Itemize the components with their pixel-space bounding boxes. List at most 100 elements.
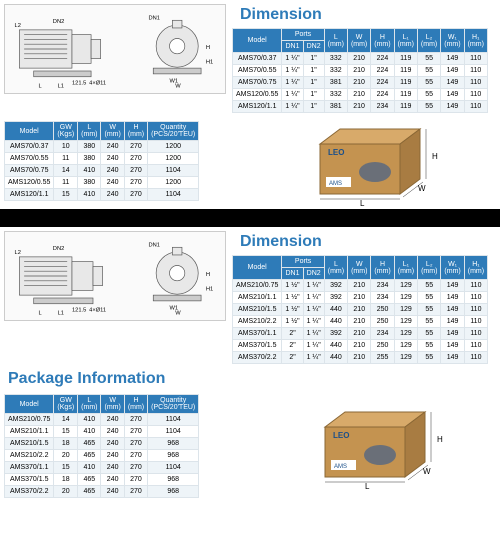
table-cell: 332: [324, 53, 347, 65]
table-cell: 234: [371, 280, 394, 292]
table-cell: 129: [394, 292, 417, 304]
table-cell: 10: [54, 141, 78, 153]
table-cell: 968: [148, 486, 199, 498]
table-cell: 380: [78, 177, 101, 189]
table-cell: 1 ¼": [303, 292, 324, 304]
table-cell: 210: [348, 292, 371, 304]
table-cell: 255: [371, 352, 394, 364]
table-cell: 1 ¼": [282, 77, 303, 89]
col-header: H(mm): [124, 122, 147, 141]
table-row: AMS210/2.220465240270968: [5, 450, 199, 462]
table-cell: 1 ¼": [303, 280, 324, 292]
table-cell: 149: [441, 292, 464, 304]
svg-text:LEO: LEO: [328, 148, 344, 157]
table-row: AMS210/2.21 ½"1 ¼"44021025012955149110: [233, 316, 488, 328]
col-header: W₁(mm): [441, 29, 464, 53]
table-row: AMS210/1.11 ½"1 ¼"39221023412955149110: [233, 292, 488, 304]
table-cell: 149: [441, 89, 464, 101]
table-row: AMS210/0.751 ½"1 ¼"39221023412955149110: [233, 280, 488, 292]
table-cell: 270: [124, 153, 147, 165]
table-cell: 14: [54, 165, 78, 177]
svg-text:DN1: DN1: [148, 15, 159, 21]
table-cell: 55: [418, 304, 441, 316]
col-header: W₁(mm): [441, 256, 464, 280]
table-cell: 465: [78, 486, 101, 498]
table-cell: 119: [394, 77, 417, 89]
table-cell: 250: [371, 340, 394, 352]
table-cell: AMS210/1.1: [5, 426, 54, 438]
table-cell: 55: [417, 89, 440, 101]
table-cell: 2": [282, 340, 303, 352]
col-header: H(mm): [371, 29, 394, 53]
table-cell: 149: [441, 280, 464, 292]
table-cell: 129: [394, 352, 417, 364]
table-cell: 270: [124, 450, 147, 462]
col-header: H(mm): [371, 256, 394, 280]
table-cell: 110: [464, 292, 487, 304]
table-cell: 110: [464, 77, 487, 89]
table-cell: 110: [464, 53, 487, 65]
table-row: AMS210/0.75144102402701104: [5, 414, 199, 426]
table-cell: 210: [347, 53, 370, 65]
table-cell: AMS70/0.55: [5, 153, 54, 165]
table-cell: 234: [371, 328, 394, 340]
table-cell: AMS120/0.55: [233, 89, 282, 101]
table-cell: 129: [394, 316, 417, 328]
svg-text:L: L: [360, 199, 365, 208]
svg-text:L: L: [365, 482, 370, 491]
table-cell: 392: [324, 292, 347, 304]
table-cell: 210: [347, 77, 370, 89]
col-header: Model: [233, 29, 282, 53]
table-cell: 55: [418, 280, 441, 292]
table-cell: 240: [101, 438, 124, 450]
table-cell: 1 ¼": [303, 328, 324, 340]
table-cell: 1104: [148, 189, 199, 201]
table-cell: 240: [101, 426, 124, 438]
svg-text:H: H: [206, 45, 210, 51]
table-cell: 129: [394, 304, 417, 316]
col-header: L₁(mm): [394, 256, 417, 280]
table-cell: 1": [303, 77, 324, 89]
col-header: W(mm): [348, 256, 371, 280]
dimension-heading-1: Dimension: [240, 6, 498, 24]
table-cell: 270: [124, 474, 147, 486]
table-cell: 18: [54, 438, 78, 450]
table-cell: 1": [303, 101, 324, 113]
table-cell: 149: [441, 340, 464, 352]
col-header: L₂(mm): [418, 256, 441, 280]
col-header: Quantity(PCS/20'TEU): [148, 122, 199, 141]
table-row: AMS70/0.75144102402701104: [5, 165, 199, 177]
table-cell: 14: [54, 414, 78, 426]
table-row: AMS120/0.55113802402701200: [5, 177, 199, 189]
table-cell: 119: [394, 53, 417, 65]
table-cell: 332: [324, 65, 347, 77]
table-cell: 18: [54, 474, 78, 486]
table-cell: 270: [124, 189, 147, 201]
col-header: DN1: [282, 41, 303, 53]
table-cell: 234: [371, 292, 394, 304]
table-cell: 55: [418, 328, 441, 340]
svg-text:W1: W1: [170, 305, 179, 311]
table-cell: 1 ¼": [303, 316, 324, 328]
svg-text:H: H: [437, 435, 443, 444]
table-row: AMS70/0.371 ¼"1"33221022411955149110: [233, 53, 488, 65]
table-cell: AMS70/0.37: [5, 141, 54, 153]
svg-text:H1: H1: [206, 286, 213, 292]
col-header: L(mm): [78, 122, 101, 141]
col-header: H₁(mm): [464, 256, 487, 280]
svg-text:LEO: LEO: [333, 431, 349, 440]
table-cell: 240: [101, 177, 124, 189]
dimension-table-1: ModelPortsL(mm)W(mm)H(mm)L₁(mm)L₂(mm)W₁(…: [232, 28, 488, 113]
col-header: Model: [5, 122, 54, 141]
svg-text:4×Ø11: 4×Ø11: [89, 307, 106, 313]
table-cell: 968: [148, 474, 199, 486]
table-row: AMS210/1.1154102402701104: [5, 426, 199, 438]
table-cell: 410: [78, 165, 101, 177]
table-cell: 1200: [148, 177, 199, 189]
table-cell: 119: [394, 65, 417, 77]
table-row: AMS210/1.518465240270968: [5, 438, 199, 450]
package-box-2: LEO AMS L W H: [305, 402, 455, 492]
table-cell: 240: [101, 165, 124, 177]
col-header: Ports: [282, 256, 324, 268]
table-row: AMS70/0.551 ¼"1"33221022411955149110: [233, 65, 488, 77]
